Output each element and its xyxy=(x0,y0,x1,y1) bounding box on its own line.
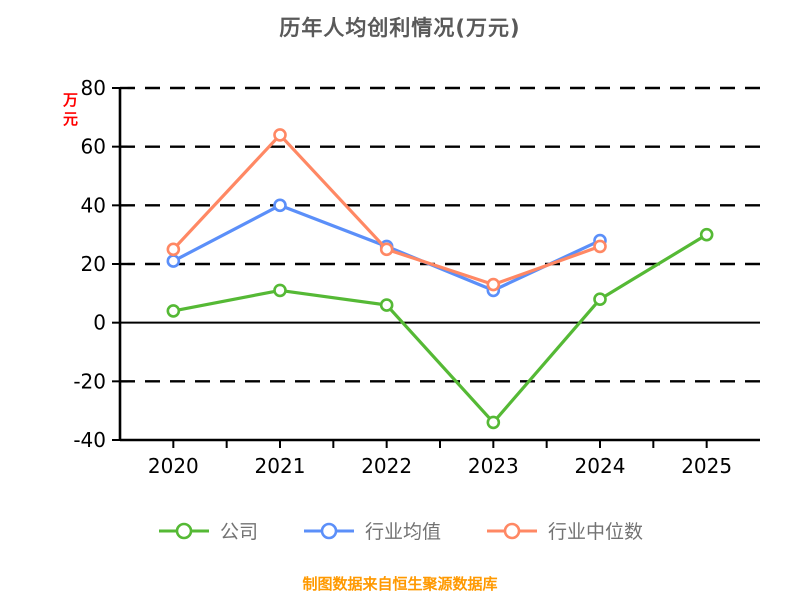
x-tick-label: 2022 xyxy=(361,454,412,478)
y-tick-label: 60 xyxy=(81,135,106,159)
series-marker-1 xyxy=(166,254,181,268)
series-marker-2 xyxy=(593,239,607,254)
legend-item-2: 行业中位数 xyxy=(485,517,643,544)
x-tick-label: 2024 xyxy=(575,454,626,478)
x-tick-label: 2025 xyxy=(681,454,732,478)
x-tick-label: 2020 xyxy=(148,454,199,478)
legend-item-0: 公司 xyxy=(157,517,258,544)
y-tick-label: 0 xyxy=(93,311,106,335)
legend-marker-icon xyxy=(158,522,209,539)
series-marker-0 xyxy=(486,415,501,430)
legend-label: 行业均值 xyxy=(364,521,441,543)
x-tick-label: 2021 xyxy=(255,454,306,478)
chart-title: 历年人均创利情况(万元) xyxy=(279,16,521,40)
legend-marker-icon xyxy=(487,522,537,539)
series-line-0 xyxy=(171,233,709,424)
y-tick-label: 20 xyxy=(81,252,106,276)
plot-area: 80 60 40 20 0 -20 -40 2020 2021 2022 2023 2024 2025 xyxy=(73,76,760,478)
legend-item-1: 行业均值 xyxy=(302,517,441,544)
legend-label: 行业中位数 xyxy=(548,521,644,543)
series-marker-2 xyxy=(273,128,287,142)
series-marker-0 xyxy=(699,227,714,242)
series-line-2 xyxy=(171,133,602,287)
legend-marker-icon xyxy=(303,522,354,539)
series-marker-2 xyxy=(379,242,394,257)
series-marker-0 xyxy=(273,283,287,298)
legend: 公司 行业均值 行业中位数 xyxy=(0,517,800,544)
x-tick-label: 2023 xyxy=(468,454,519,478)
series-marker-0 xyxy=(379,298,394,312)
legend-label: 公司 xyxy=(219,521,258,543)
y-tick-label: 40 xyxy=(81,193,106,217)
series-marker-0 xyxy=(166,304,181,318)
series-marker-2 xyxy=(486,277,501,292)
y-tick-label: -20 xyxy=(73,369,106,393)
series-marker-0 xyxy=(593,292,607,307)
source-caption: 制图数据来自恒生聚源数据库 xyxy=(302,575,498,593)
y-tick-label: -40 xyxy=(73,428,106,452)
series-marker-1 xyxy=(273,198,287,213)
y-tick-label: 80 xyxy=(81,76,106,100)
y-axis-label: 万元 xyxy=(61,92,79,130)
series-marker-2 xyxy=(166,242,181,257)
